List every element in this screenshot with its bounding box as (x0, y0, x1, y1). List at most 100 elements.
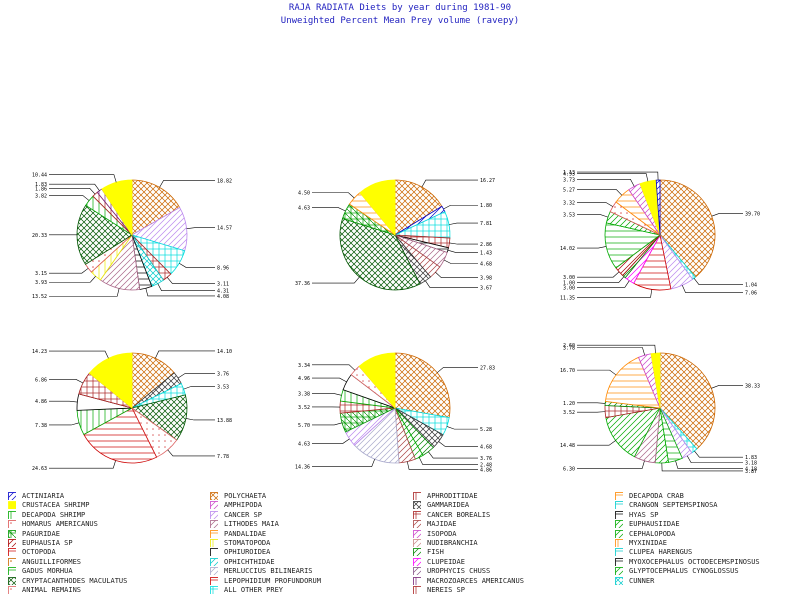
legend-label: HYAS SP (629, 510, 659, 519)
slice-leader-line (179, 263, 215, 268)
slice-value-label: 13.88 (217, 418, 232, 424)
slice-leader-line (312, 422, 343, 426)
slice-value-label: 4.08 (217, 294, 229, 300)
pie-chart-1: 18.82 14.57 8.96 3.11 4.314.08 13.52 3.93 3.15 2… (32, 173, 232, 301)
legend-label: MYXINIDAE (629, 539, 667, 547)
legend-label: GAMMARIDEA (427, 501, 470, 510)
slice-value-label: 3.34 (298, 363, 310, 369)
legend-label: GADUS MORHUA (22, 567, 73, 576)
slice-value-label: 3.00 (563, 275, 575, 281)
slice-leader-line (49, 174, 117, 183)
slice-value-label: 2.48 (480, 463, 492, 469)
slice-leader-line (186, 227, 215, 229)
legend-label: OPHIUROIDEA (224, 548, 271, 557)
slice-leader-line (577, 189, 623, 196)
pie-slice (359, 179, 396, 237)
slice-value-label: 4.93 (563, 172, 575, 178)
slice-value-label: 3.00 (563, 285, 575, 291)
pie-slice (604, 356, 661, 409)
slice-value-label: 3.52 (298, 405, 310, 411)
legend-label: POLYCHAETA (224, 492, 267, 500)
legend-label: ANIMAL REMAINS (22, 586, 82, 594)
slice-leader-line (447, 249, 478, 253)
legend-swatch (615, 492, 623, 500)
legend-label: CEPHALOPODA (629, 529, 676, 538)
slice-value-label: 37.36 (295, 281, 310, 287)
slice-leader-line (577, 460, 645, 469)
slice-leader-line (577, 171, 659, 181)
slice-leader-line (312, 276, 360, 284)
slice-leader-line (145, 288, 215, 297)
legend-label: MYOXOCEPHALUS OCTODECEMSPINOSUS (629, 557, 760, 566)
slice-value-label: 27.83 (480, 366, 495, 372)
slice-leader-line (577, 289, 653, 298)
slice-value-label: 14.02 (560, 246, 575, 252)
legend-label: MACROZOARCES AMERICANUS (427, 576, 524, 585)
legend-swatch (615, 548, 623, 557)
slice-leader-line (183, 386, 215, 390)
slice-leader-line (312, 377, 347, 383)
slice-leader-line (448, 222, 478, 225)
slice-leader-line (49, 379, 84, 384)
legend-swatch (413, 520, 421, 529)
slice-value-label: 5.70 (298, 423, 310, 429)
slice-value-label: 14.10 (217, 349, 232, 355)
legend-label: NUDIBRANCHIA (427, 539, 478, 547)
legend-swatch (615, 576, 623, 585)
slice-value-label: 8.96 (217, 265, 229, 271)
slice-value-label: 6.30 (563, 466, 575, 472)
pie-slice (101, 179, 133, 237)
legend-swatch (8, 501, 16, 510)
slice-value-label: 3.76 (217, 372, 229, 378)
pie-slice (358, 352, 396, 410)
slice-value-label: 24.63 (32, 466, 47, 472)
legend-swatch (210, 520, 218, 529)
pie-slice (605, 407, 661, 458)
legend-swatch (210, 510, 218, 519)
slice-leader-line (681, 285, 743, 293)
legend-swatch (8, 529, 16, 538)
pie-slice (339, 217, 421, 291)
slice-leader-line (577, 276, 625, 283)
slice-leader-line (438, 441, 478, 447)
slice-leader-line (577, 173, 649, 182)
slice-leader-line (661, 462, 743, 472)
legend-swatch (210, 557, 218, 566)
slice-leader-line (577, 280, 630, 288)
slice-value-label: 16.27 (480, 178, 495, 184)
legend-swatch (8, 510, 16, 519)
slice-value-label: 3.38 (298, 391, 310, 397)
slice-leader-line (49, 268, 89, 274)
slice-value-label: 3.32 (563, 201, 575, 207)
slice-leader-line (155, 350, 215, 359)
slice-value-label: 3.15 (35, 271, 47, 277)
legend-swatch (210, 567, 218, 576)
legend-label: ACTINIARIA (22, 492, 65, 500)
legend-swatch (413, 586, 421, 594)
slice-leader-line (577, 271, 620, 278)
slice-leader-line (49, 460, 116, 469)
pie-slice (88, 352, 133, 409)
pie-slice (76, 204, 133, 265)
legend-label: HOMARUS AMERICANUS (22, 520, 98, 529)
slice-value-label: 14.23 (32, 349, 47, 355)
slice-value-label: 3.52 (563, 410, 575, 416)
legend-label: MERLUCCIUS BILINEARIS (224, 567, 313, 576)
legend-label: CLUPEIDAE (427, 557, 465, 566)
slice-value-label: 3.53 (563, 213, 575, 219)
legend-label: EUPHAUSIA SP (22, 539, 73, 547)
legend-label: MAJIDAE (427, 520, 457, 529)
slice-leader-line (577, 214, 609, 218)
legend-label: FISH (427, 548, 444, 557)
slice-leader-line (49, 183, 100, 191)
slice-leader-line (711, 213, 743, 217)
slice-value-label: 4.63 (298, 441, 310, 447)
slice-value-label: 3.82 (35, 194, 47, 200)
legend-swatch (210, 586, 218, 594)
slice-value-label: 6.86 (35, 377, 47, 383)
legend-label: DECAPODA SHRIMP (22, 510, 86, 519)
slice-value-label: 3.67 (480, 285, 492, 291)
slice-value-label: 4.96 (298, 376, 310, 382)
legend-swatch (413, 492, 421, 500)
legend-label: ISOPODA (427, 529, 457, 538)
